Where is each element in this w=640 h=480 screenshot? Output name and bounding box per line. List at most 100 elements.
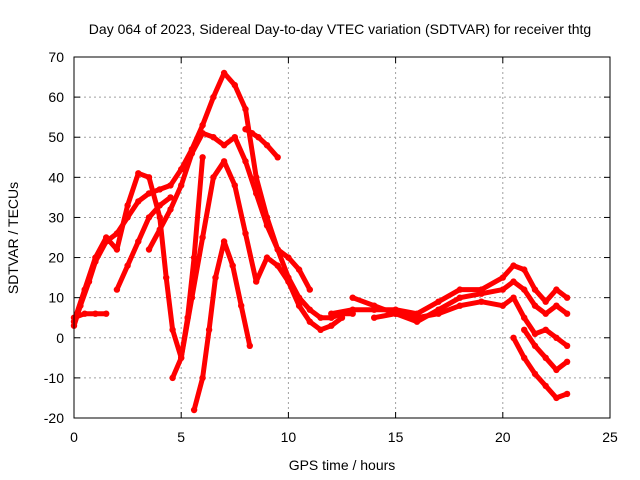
data-point (306, 306, 313, 313)
data-point (199, 234, 206, 241)
data-point (145, 214, 153, 221)
series-arc-3 (169, 158, 346, 382)
data-point (242, 126, 249, 133)
data-point (199, 122, 206, 129)
data-point (199, 130, 206, 137)
series-layer (70, 69, 571, 414)
data-point (349, 294, 356, 301)
data-point (531, 370, 539, 378)
data-point (210, 93, 217, 101)
data-point (521, 266, 528, 273)
data-point (563, 390, 571, 398)
data-point (456, 302, 464, 309)
data-point (371, 302, 378, 309)
data-point (205, 326, 213, 333)
data-point (338, 314, 346, 321)
data-point (349, 306, 356, 313)
data-point (103, 234, 110, 241)
data-point (521, 286, 528, 293)
data-point (167, 182, 174, 189)
data-point (242, 158, 249, 165)
data-point (92, 254, 99, 261)
data-point (212, 274, 219, 281)
chart-title: Day 064 of 2023, Sidereal Day-to-day VTE… (89, 21, 591, 37)
data-point (103, 310, 110, 317)
data-point (145, 246, 153, 253)
data-point (499, 286, 506, 293)
data-point (135, 170, 142, 177)
data-point (499, 274, 506, 281)
data-point (156, 226, 163, 233)
data-point (274, 154, 281, 161)
data-point (238, 302, 245, 309)
x-tick-label: 0 (70, 429, 78, 445)
data-point (521, 326, 528, 333)
data-point (306, 318, 313, 325)
data-point (248, 130, 256, 137)
series-line (71, 70, 356, 329)
data-point (113, 286, 121, 293)
series-arc-4 (190, 238, 253, 414)
data-point (478, 298, 485, 305)
data-point (242, 230, 249, 237)
data-point (531, 286, 539, 293)
data-point (163, 274, 170, 281)
data-point (229, 262, 236, 269)
y-tick-label: 50 (48, 129, 64, 145)
series-arc-12 (510, 334, 571, 402)
data-point (92, 310, 99, 317)
x-tick-label: 25 (602, 429, 618, 445)
data-point (563, 358, 571, 365)
data-point (510, 294, 517, 301)
data-point (306, 286, 313, 293)
y-axis-label: SDTVAR / TECUs (5, 182, 21, 294)
data-point (220, 158, 228, 165)
data-point (274, 246, 281, 253)
y-tick-label: 60 (48, 89, 64, 105)
data-point (220, 142, 228, 149)
data-point (145, 174, 153, 181)
data-point (231, 81, 238, 89)
plot-frame (73, 56, 611, 419)
data-point (285, 278, 292, 285)
data-point (531, 302, 539, 309)
grid-layer (74, 57, 610, 418)
x-axis-label: GPS time / hours (289, 457, 396, 473)
data-point (242, 105, 249, 113)
data-point (253, 190, 260, 197)
data-point (135, 238, 142, 245)
data-point (263, 222, 271, 229)
y-tick-label: 70 (48, 49, 64, 65)
data-point (178, 182, 185, 189)
tick-layer: 0 5 10 15 20 25 -20 -10 0 10 20 30 40 50 60 70 (44, 49, 618, 445)
data-point (510, 334, 517, 341)
x-tick-label: 15 (388, 429, 404, 445)
data-point (521, 314, 528, 321)
data-point (113, 246, 121, 253)
data-point (499, 302, 506, 309)
x-tick-label: 5 (177, 429, 185, 445)
data-point (510, 262, 517, 269)
data-point (553, 394, 560, 402)
data-point (563, 294, 571, 301)
data-point (188, 294, 196, 301)
series-arc-5 (145, 130, 313, 293)
data-point (220, 69, 228, 77)
data-point (253, 174, 260, 181)
series-line (371, 295, 570, 349)
data-point (190, 406, 198, 414)
series-arc-8 (242, 126, 281, 161)
data-point (456, 286, 464, 293)
data-point (285, 254, 292, 261)
y-tick-label: 0 (56, 330, 64, 346)
data-point (456, 294, 464, 301)
y-tick-label: 10 (48, 290, 64, 306)
data-point (167, 194, 174, 201)
data-point (169, 374, 176, 382)
data-point (435, 310, 442, 317)
data-point (263, 254, 271, 261)
y-tick-label: 20 (48, 250, 64, 266)
data-point (253, 278, 260, 285)
data-point (167, 206, 174, 213)
